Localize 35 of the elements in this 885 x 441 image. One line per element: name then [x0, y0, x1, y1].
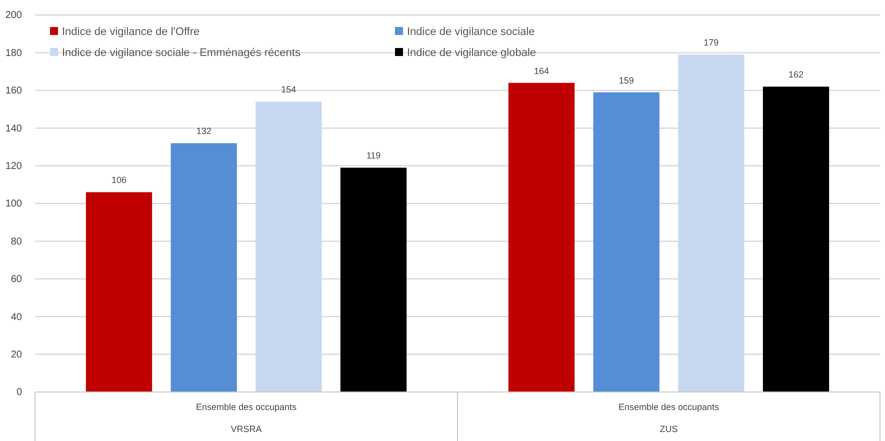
y-tick-label: 0 [16, 387, 22, 398]
x-tick-label: Ensemble des occupants [196, 402, 298, 412]
bar [593, 92, 660, 392]
data-label: 164 [534, 66, 550, 76]
legend-label: Indice de vigilance globale [407, 47, 536, 59]
y-tick-label: 120 [5, 161, 22, 172]
y-tick-label: 200 [5, 10, 22, 22]
data-label: 162 [788, 70, 804, 80]
data-label: 119 [366, 150, 381, 161]
text: VRSRA [230, 424, 262, 434]
y-tick-label: 20 [10, 350, 22, 360]
y-tick-label: 140 [5, 123, 22, 134]
y-tick-label: 60 [10, 274, 22, 286]
bar [508, 82, 575, 392]
y-tick-label: 40 [10, 312, 22, 323]
x-tick-label: Ensemble des occupants [618, 402, 720, 412]
y-tick-label: 160 [5, 86, 22, 97]
y-tick-label: 80 [10, 236, 22, 248]
bar [762, 86, 830, 392]
data-label: 154 [281, 84, 296, 95]
data-label: 132 [196, 126, 212, 136]
bar [340, 168, 407, 392]
data-label: 159 [618, 75, 634, 86]
data-label: 179 [704, 38, 719, 48]
legend-label: Indice de vigilance sociale [407, 26, 535, 38]
bar [678, 54, 744, 392]
legend-label: Indice de vigilance de l'Offre [62, 26, 200, 38]
legend-label: Indice de vigilance sociale - Emménagés récents [62, 47, 301, 59]
text: ZUS [660, 424, 678, 434]
data-label: 106 [111, 175, 127, 186]
bar [256, 102, 322, 392]
bar [86, 192, 152, 392]
y-tick-label: 100 [5, 198, 22, 210]
bar [170, 143, 237, 392]
y-tick-label: 180 [5, 48, 22, 59]
